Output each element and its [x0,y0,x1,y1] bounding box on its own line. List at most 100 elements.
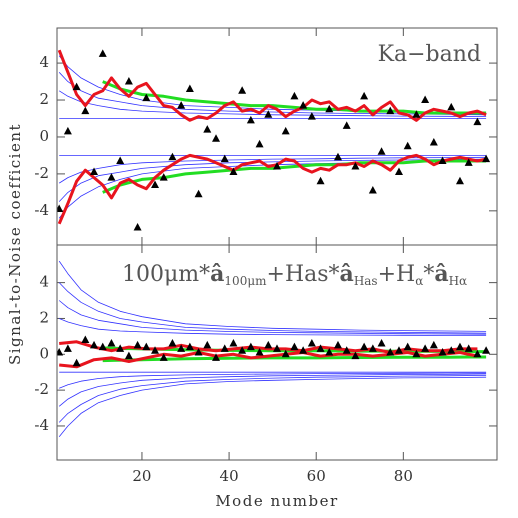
triangle-marker [264,110,273,118]
triangle-marker [220,154,229,163]
triangle-marker [412,349,421,358]
triangle-marker [299,346,308,354]
triangle-marker [124,351,133,360]
triangle-marker [168,339,177,347]
triangle-marker [412,110,421,118]
triangle-marker [159,173,168,181]
y-tick-label: 4 [39,53,49,71]
y-tick-label: -4 [34,416,49,434]
annotation-part: Has [354,274,378,288]
triangle-marker [386,348,395,356]
triangle-marker [159,353,168,361]
triangle-marker [177,344,186,352]
triangle-marker [133,222,142,231]
triangle-marker [273,162,281,170]
annotation-part: 100μm* [122,262,210,287]
triangle-marker [246,115,255,124]
triangle-marker [299,101,308,109]
annotation-part: â [210,261,224,287]
annotation-part: α [415,274,423,288]
triangle-marker [290,91,299,100]
triangle-marker [168,152,177,161]
triangle-marker [333,152,342,161]
triangle-marker [351,162,360,170]
triangle-marker [98,49,107,57]
triangle-marker [57,348,64,356]
triangle-marker [229,167,238,176]
series-line [58,376,487,437]
triangle-marker [63,344,72,352]
triangle-marker [421,95,430,104]
y-tick-label: 4 [39,273,49,291]
annotation-part: 100μm [224,274,267,288]
annotation-part: +Has* [267,262,340,287]
triangle-marker [63,126,72,135]
triangle-marker [203,340,212,349]
series-line [102,346,487,354]
series-line [57,153,487,225]
triangle-marker [238,86,247,94]
triangle-marker [98,342,107,351]
x-tick-label: 60 [307,467,326,485]
triangle-marker [438,156,447,164]
triangle-marker [307,112,316,120]
triangle-marker [212,134,221,142]
triangle-marker [246,342,255,351]
y-tick-label: 2 [39,90,49,108]
annotation: 100μm*â100μm+Has*âHas+Hα*âHα [122,261,467,288]
triangle-marker [464,158,473,166]
triangle-marker [142,93,151,102]
series-line [59,318,487,336]
triangle-marker [57,204,64,212]
triangle-marker [107,173,116,181]
series-line [58,375,487,423]
triangle-marker [194,348,203,356]
y-tick-label: -2 [34,164,49,182]
triangle-marker [255,139,264,148]
series-line [57,49,487,122]
triangle-marker [229,339,238,347]
triangle-marker [394,167,403,176]
triangle-marker [281,349,290,358]
y-tick-label: 0 [39,127,49,145]
triangle-marker [360,342,369,351]
triangle-marker [151,346,160,354]
triangle-marker [360,91,369,100]
triangle-marker [351,351,360,360]
triangle-marker [220,344,229,352]
annotation: Ka−band [378,42,481,67]
triangle-marker [342,346,351,354]
triangle-marker [177,101,186,109]
y-tick-label: -4 [34,201,49,219]
annotation-part: Hα [449,274,468,288]
annotation-part: â [340,261,354,287]
series-line [58,72,487,116]
triangle-marker [447,102,456,111]
triangle-marker [429,138,438,146]
triangle-marker [473,349,482,358]
triangle-marker [325,104,334,113]
y-axis-label: Signal-to-Noise coefficient [6,123,24,365]
triangle-marker [116,156,125,164]
triangle-marker [107,339,116,347]
series-line [58,300,487,335]
triangle-marker [81,106,90,115]
triangle-marker [238,346,247,354]
triangle-marker [455,342,464,351]
triangle-marker [316,176,325,185]
triangle-marker [377,339,386,347]
annotation-part: â [434,261,448,287]
series-line [58,260,487,332]
triangle-marker [90,167,99,176]
y-tick-label: -2 [34,380,49,398]
triangle-marker [81,335,90,343]
triangle-marker [124,77,133,85]
triangle-marker [133,340,142,349]
triangle-marker [447,346,456,354]
triangle-marker [255,348,264,356]
triangle-marker [377,147,386,155]
triangle-marker [142,342,151,351]
series-line [58,373,487,407]
